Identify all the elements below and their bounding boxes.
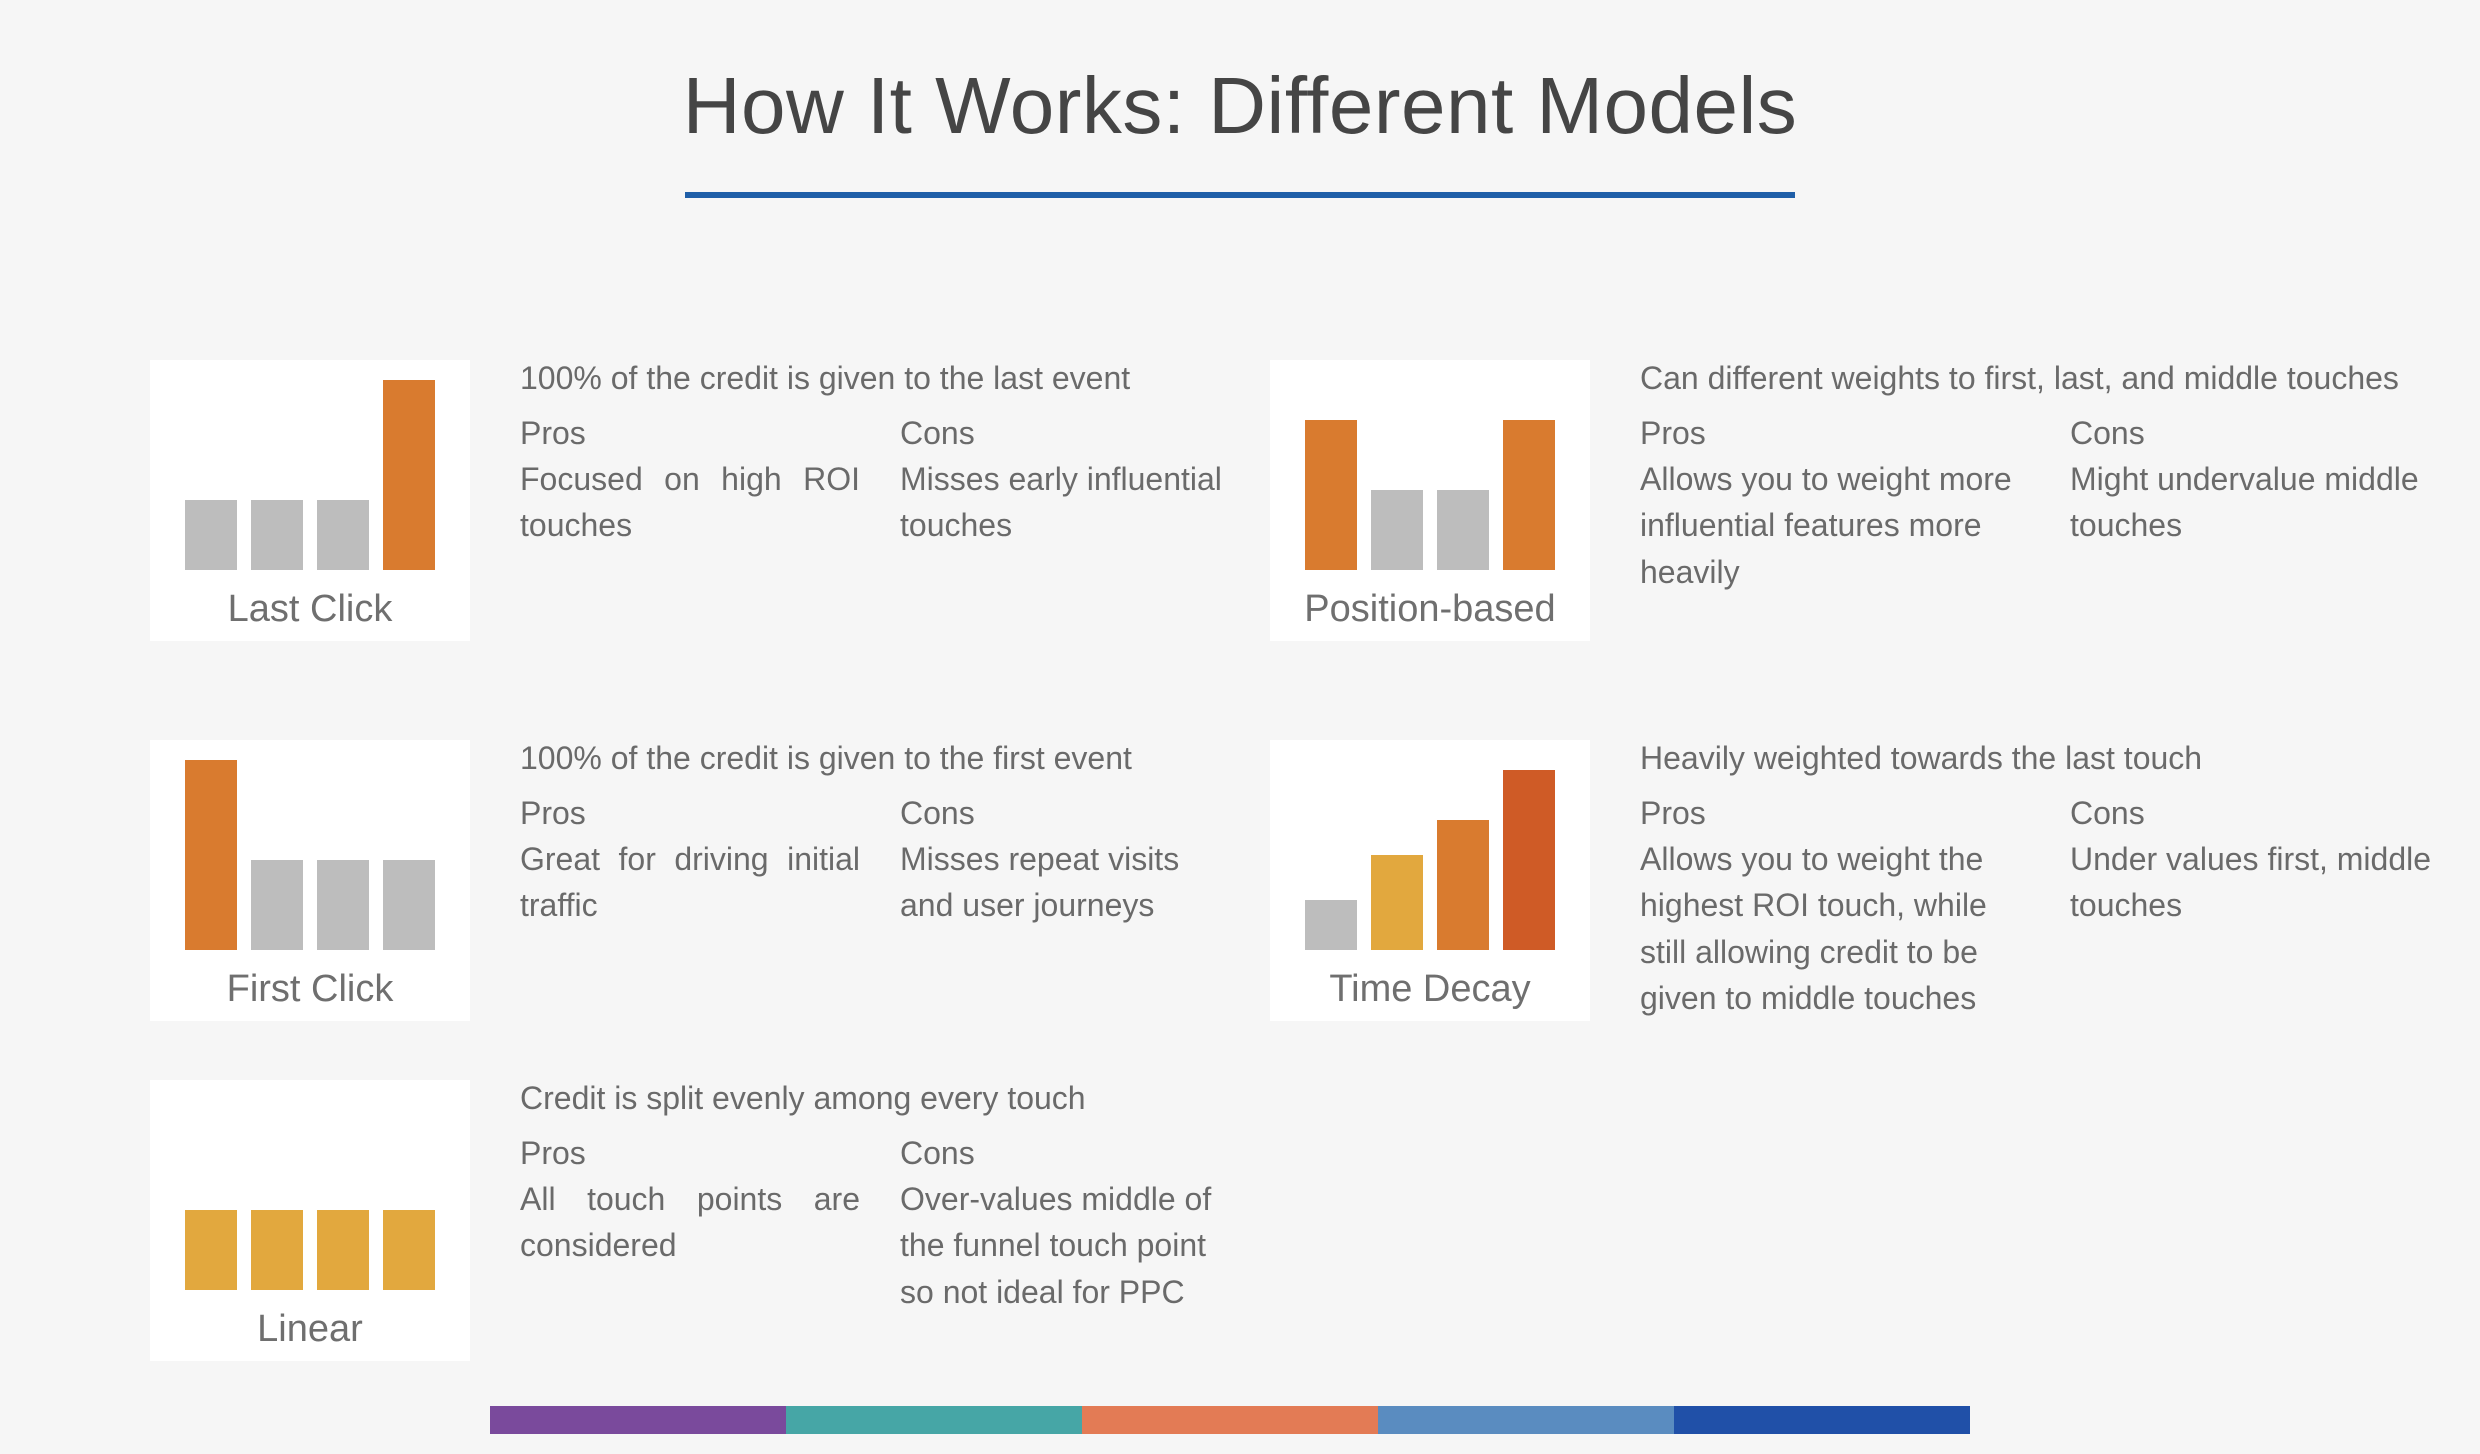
- bar: [383, 860, 435, 950]
- bar: [1305, 420, 1357, 570]
- chart-card: Linear: [150, 1080, 470, 1361]
- chart-card: Last Click: [150, 360, 470, 641]
- bar: [383, 1210, 435, 1290]
- stripe-segment: [786, 1406, 1082, 1434]
- stripe-segment: [1082, 1406, 1378, 1434]
- summary-text: 100% of the credit is given to the last …: [520, 360, 1240, 397]
- chart-card: Time Decay: [1270, 740, 1590, 1021]
- bar-chart: [180, 760, 440, 950]
- bar-chart: [180, 1100, 440, 1290]
- bar: [1371, 855, 1423, 950]
- summary-text: Can different weights to first, last, an…: [1640, 360, 2460, 397]
- bar: [251, 500, 303, 570]
- stripe-segment: [1674, 1406, 1970, 1434]
- bar: [1503, 420, 1555, 570]
- bar-chart: [1300, 760, 1560, 950]
- title-underline: [685, 192, 1795, 198]
- pros-body: Great for driving initial traffic: [520, 836, 860, 929]
- stripe-segment: [490, 1406, 786, 1434]
- summary-text: 100% of the credit is given to the first…: [520, 740, 1240, 777]
- cons-heading: Cons: [900, 795, 1240, 832]
- footer-color-stripe: [490, 1406, 1970, 1434]
- chart-label: First Click: [227, 968, 394, 1011]
- cons-body: Misses early influential touches: [900, 456, 1240, 549]
- model-linear: Linear Credit is split evenly among ever…: [150, 1080, 1240, 1361]
- model-description: 100% of the credit is given to the last …: [520, 360, 1240, 549]
- cons-body: Over-values middle of the funnel touch p…: [900, 1176, 1240, 1315]
- model-description: 100% of the credit is given to the first…: [520, 740, 1240, 929]
- pros-body: All touch points are considered: [520, 1176, 860, 1269]
- bar: [1371, 490, 1423, 570]
- cons-body: Might undervalue middle touches: [2070, 456, 2460, 549]
- bar: [185, 500, 237, 570]
- pros-body: Allows you to weight the highest ROI tou…: [1640, 836, 2030, 1022]
- summary-text: Credit is split evenly among every touch: [520, 1080, 1240, 1117]
- bar: [1437, 820, 1489, 950]
- pros-heading: Pros: [1640, 415, 2030, 452]
- bar: [1503, 770, 1555, 950]
- chart-label: Position-based: [1304, 588, 1555, 631]
- pros-body: Allows you to weight more influential fe…: [1640, 456, 2030, 595]
- cons-heading: Cons: [2070, 795, 2460, 832]
- pros-heading: Pros: [520, 795, 860, 832]
- page-title: How It Works: Different Models: [0, 60, 2480, 152]
- pros-heading: Pros: [520, 1135, 860, 1172]
- model-description: Heavily weighted towards the last touch …: [1640, 740, 2460, 1022]
- bar-chart: [180, 380, 440, 570]
- chart-label: Last Click: [228, 588, 393, 631]
- cons-body: Misses repeat visits and user journeys: [900, 836, 1240, 929]
- cons-heading: Cons: [900, 415, 1240, 452]
- model-description: Credit is split evenly among every touch…: [520, 1080, 1240, 1315]
- chart-card: First Click: [150, 740, 470, 1021]
- bar: [185, 760, 237, 950]
- model-position-based: Position-based Can different weights to …: [1270, 360, 2460, 641]
- chart-label: Time Decay: [1329, 968, 1530, 1011]
- pros-heading: Pros: [520, 415, 860, 452]
- bar: [1305, 900, 1357, 950]
- model-description: Can different weights to first, last, an…: [1640, 360, 2460, 595]
- bar: [317, 1210, 369, 1290]
- model-first-click: First Click 100% of the credit is given …: [150, 740, 1240, 1021]
- bar: [317, 500, 369, 570]
- cons-body: Under values first, middle touches: [2070, 836, 2460, 929]
- pros-heading: Pros: [1640, 795, 2030, 832]
- bar: [251, 1210, 303, 1290]
- model-last-click: Last Click 100% of the credit is given t…: [150, 360, 1240, 641]
- model-time-decay: Time Decay Heavily weighted towards the …: [1270, 740, 2460, 1022]
- cons-heading: Cons: [900, 1135, 1240, 1172]
- summary-text: Heavily weighted towards the last touch: [1640, 740, 2460, 777]
- stripe-segment: [1378, 1406, 1674, 1434]
- chart-label: Linear: [257, 1308, 363, 1351]
- bar: [1437, 490, 1489, 570]
- bar: [383, 380, 435, 570]
- bar-chart: [1300, 380, 1560, 570]
- bar: [251, 860, 303, 950]
- bar: [317, 860, 369, 950]
- chart-card: Position-based: [1270, 360, 1590, 641]
- cons-heading: Cons: [2070, 415, 2460, 452]
- models-grid: Last Click 100% of the credit is given t…: [150, 360, 2420, 1354]
- pros-body: Focused on high ROI touches: [520, 456, 860, 549]
- bar: [185, 1210, 237, 1290]
